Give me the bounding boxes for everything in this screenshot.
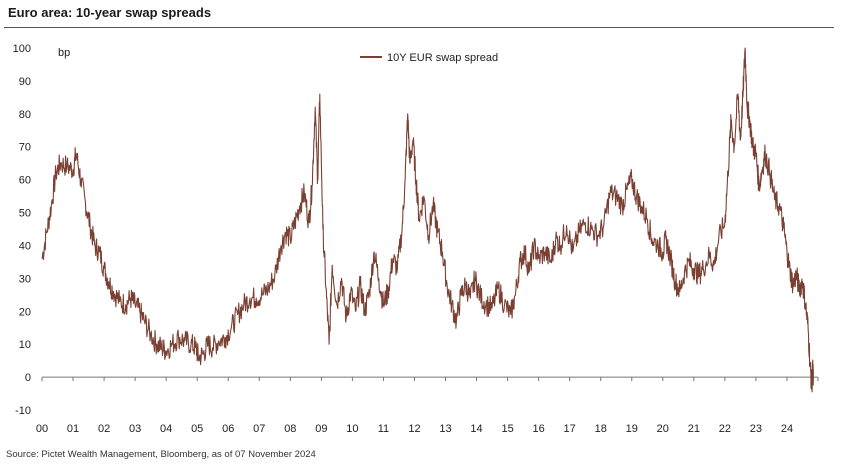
x-tick-label: 12 bbox=[408, 423, 420, 435]
x-tick-label: 11 bbox=[378, 423, 389, 435]
y-tick-label: 40 bbox=[19, 240, 31, 252]
legend: 10Y EUR swap spread bbox=[360, 52, 498, 64]
x-tick-label: 07 bbox=[253, 423, 265, 435]
x-tick-label: 06 bbox=[222, 423, 234, 435]
x-tick-label: 04 bbox=[160, 423, 172, 435]
series-line-10y-eur-swap-spread bbox=[41, 47, 814, 393]
legend-label: 10Y EUR swap spread bbox=[387, 52, 498, 64]
x-tick-label: 16 bbox=[533, 423, 545, 435]
y-tick-label: 20 bbox=[19, 306, 31, 318]
x-tick-label: 18 bbox=[595, 423, 607, 435]
title-divider bbox=[4, 27, 834, 28]
x-tick-label: 13 bbox=[439, 423, 451, 435]
source-note: Source: Pictet Wealth Management, Bloomb… bbox=[6, 449, 316, 460]
y-tick-label: 0 bbox=[25, 372, 31, 384]
y-tick-label: 50 bbox=[19, 208, 31, 220]
x-tick-label: 22 bbox=[719, 423, 731, 435]
chart-title: Euro area: 10-year swap spreads bbox=[8, 5, 212, 20]
x-tick-label: 19 bbox=[626, 423, 638, 435]
x-tick-label: 10 bbox=[346, 423, 358, 435]
y-tick-label: 80 bbox=[19, 109, 31, 121]
y-tick-label: 90 bbox=[19, 76, 31, 88]
x-tick-label: 24 bbox=[781, 423, 793, 435]
y-tick-label: -10 bbox=[15, 405, 31, 417]
x-tick-label: 14 bbox=[470, 423, 482, 435]
x-tick-label: 23 bbox=[750, 423, 762, 435]
x-tick-label: 08 bbox=[284, 423, 296, 435]
y-axis-unit-label: bp bbox=[58, 47, 70, 59]
x-tick-label: 09 bbox=[315, 423, 327, 435]
x-tick-label: 00 bbox=[36, 423, 48, 435]
series-layer bbox=[41, 47, 814, 393]
x-tick-label: 20 bbox=[657, 423, 669, 435]
x-tick-label: 02 bbox=[98, 423, 110, 435]
y-tick-label: 100 bbox=[13, 43, 31, 55]
y-tick-label: 10 bbox=[19, 339, 31, 351]
x-tick-label: 03 bbox=[129, 423, 141, 435]
y-tick-label: 70 bbox=[19, 142, 31, 154]
y-tick-label: 30 bbox=[19, 273, 31, 285]
y-tick-label: 60 bbox=[19, 175, 31, 187]
x-tick-label: 05 bbox=[191, 423, 203, 435]
x-tick-label: 17 bbox=[564, 423, 576, 435]
x-tick-label: 21 bbox=[688, 423, 700, 435]
x-tick-label: 01 bbox=[67, 423, 79, 435]
x-tick-label: 15 bbox=[501, 423, 513, 435]
axes: -10 0 10 20 30 40 50 60 70 80 90 100 bp 00 01 02 03 04 05 0… bbox=[13, 43, 819, 435]
